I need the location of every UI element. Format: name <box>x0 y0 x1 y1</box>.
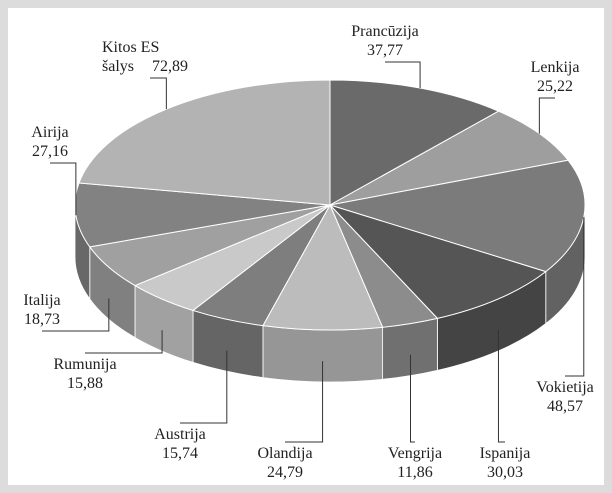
slice-value-label: 11,86 <box>397 464 433 481</box>
slice-value-label: 30,03 <box>487 464 523 481</box>
slice-label: Italija <box>23 292 61 309</box>
slice <box>328 203 547 319</box>
slice-label: Rumunija <box>53 356 117 373</box>
leader-line <box>538 97 555 134</box>
slice-value-label: 15,74 <box>162 445 198 462</box>
slice-value-label: 25,22 <box>537 78 573 95</box>
leader-line <box>42 298 110 332</box>
leader-line <box>565 217 585 377</box>
slice-value-label: 24,79 <box>267 464 303 481</box>
slice-value-label: 72,89 <box>152 58 188 75</box>
slice-value-label: 37,77 <box>367 42 403 59</box>
leader-line <box>50 162 77 216</box>
slice-label: Lenkija <box>530 59 580 76</box>
slice-label: Airija <box>31 124 69 141</box>
slice-label: Vengrija <box>387 445 443 462</box>
slice-value-label: 15,88 <box>67 375 103 392</box>
slice-label: Ispanija <box>479 445 531 462</box>
slice <box>78 79 331 206</box>
leader-line <box>410 354 415 443</box>
slice-value-label: 27,16 <box>32 143 68 160</box>
slice <box>74 182 331 248</box>
slice-label: Olandija <box>257 445 313 462</box>
slice-value-label: 48,57 <box>547 398 583 415</box>
leader-line <box>85 330 163 354</box>
slice-label: Prancūzija <box>351 23 419 40</box>
leader-line <box>180 350 228 424</box>
slice-label: Vokietija <box>536 379 594 396</box>
leader-line <box>285 361 324 443</box>
slice <box>329 159 586 273</box>
leader-line <box>150 77 167 110</box>
slice <box>329 79 500 206</box>
leader-line <box>385 61 421 89</box>
slice-value-label: 18,73 <box>24 311 60 328</box>
slice-label: Kitos ES šalys <box>102 39 160 75</box>
slice-label: Austrija <box>154 426 206 443</box>
leader-line <box>497 330 505 443</box>
slice <box>262 203 384 331</box>
slice-side <box>382 317 438 380</box>
